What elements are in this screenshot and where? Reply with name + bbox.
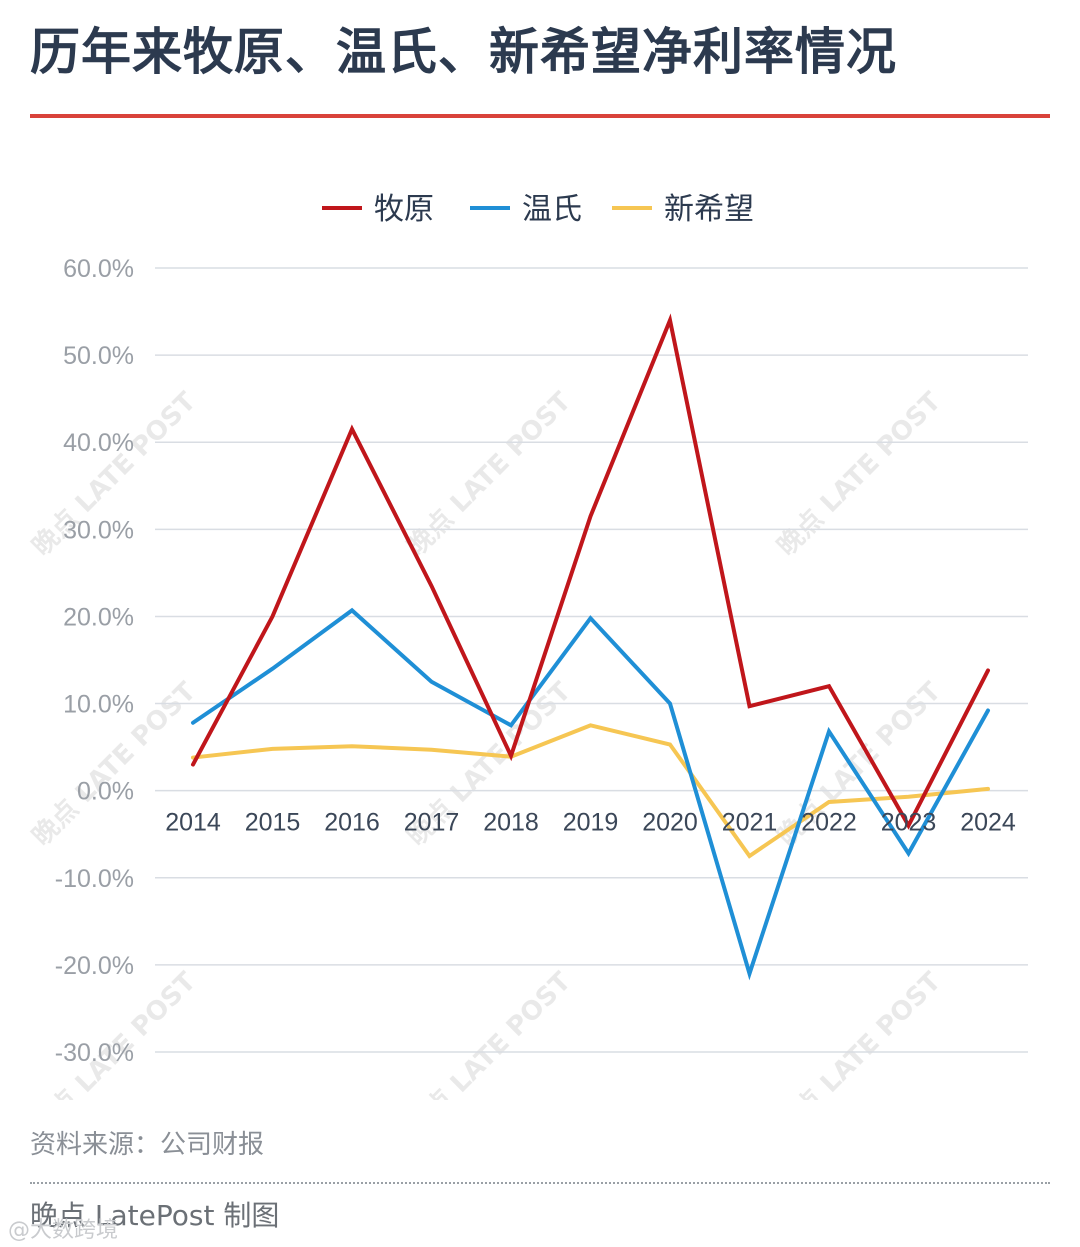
weibo-watermark: @大数跨境: [8, 1218, 119, 1243]
y-tick-label: 60.0%: [63, 255, 134, 283]
watermark-logo: 晚点 LATE POST: [401, 966, 577, 1100]
x-tick-label: 2023: [881, 809, 937, 837]
watermark-layer: 晚点 LATE POST 晚点 LATE POST 晚点 LATE POST 晚点 L…: [26, 386, 947, 1100]
x-tick-label: 2015: [245, 809, 301, 837]
title-divider: [30, 114, 1050, 118]
x-axis-tick-labels: 2014 2015 2016 2017 2018 2019 2020 2021 2022 2023…: [165, 809, 1016, 837]
y-tick-label: -10.0%: [55, 865, 134, 893]
x-tick-label: 2014: [165, 809, 221, 837]
y-tick-label: 0.0%: [77, 778, 134, 806]
x-tick-label: 2020: [642, 809, 698, 837]
chart-title: 历年来牧原、温氏、新希望净利率情况: [30, 23, 897, 81]
svg-text:晚点 LATE POST: 晚点 LATE POST: [401, 966, 577, 1100]
svg-text:晚点 LATE POST: 晚点 LATE POST: [771, 966, 947, 1100]
x-tick-label: 2022: [801, 809, 857, 837]
line-chart: 晚点 LATE POST 晚点 LATE POST 晚点 LATE POST 晚点 L…: [26, 192, 1028, 1100]
series-line-1: [191, 607, 990, 981]
x-tick-label: 2024: [960, 809, 1016, 837]
series-lines: [191, 313, 990, 981]
y-tick-label: 20.0%: [63, 603, 134, 631]
svg-text:晚点 LATE POST: 晚点 LATE POST: [771, 386, 947, 562]
x-tick-label: 2021: [722, 809, 778, 837]
y-tick-label: 30.0%: [63, 516, 134, 544]
svg-text:晚点 LATE POST: 晚点 LATE POST: [401, 386, 577, 562]
legend-label: 温氏: [522, 192, 582, 227]
watermark-logo: 晚点 LATE POST: [26, 966, 202, 1100]
svg-text:晚点 LATE POST: 晚点 LATE POST: [26, 966, 202, 1100]
y-tick-label: -30.0%: [55, 1039, 134, 1067]
footer-divider: [30, 1182, 1050, 1184]
x-tick-label: 2018: [483, 809, 539, 837]
watermark-logo: 晚点 LATE POST: [771, 386, 947, 562]
watermark-logo: 晚点 LATE POST: [771, 966, 947, 1100]
x-tick-label: 2017: [404, 809, 460, 837]
legend-label: 牧原: [374, 192, 434, 227]
y-tick-label: 40.0%: [63, 429, 134, 457]
x-tick-label: 2016: [324, 809, 380, 837]
source-note: 资料来源：公司财报: [30, 1130, 265, 1160]
x-tick-label: 2019: [563, 809, 619, 837]
watermark-logo: 晚点 LATE POST: [401, 386, 577, 562]
y-tick-label: -20.0%: [55, 952, 134, 980]
credit-note: 晚点 LatePost 制图: [30, 1199, 280, 1232]
y-tick-label: 10.0%: [63, 691, 134, 719]
y-axis-tick-labels: 60.0% 50.0% 40.0% 30.0% 20.0% 10.0% 0.0% -10.0%…: [55, 255, 134, 1067]
y-tick-label: 50.0%: [63, 342, 134, 370]
legend-label: 新希望: [664, 192, 754, 227]
legend: 牧原 温氏 新希望: [322, 192, 754, 227]
